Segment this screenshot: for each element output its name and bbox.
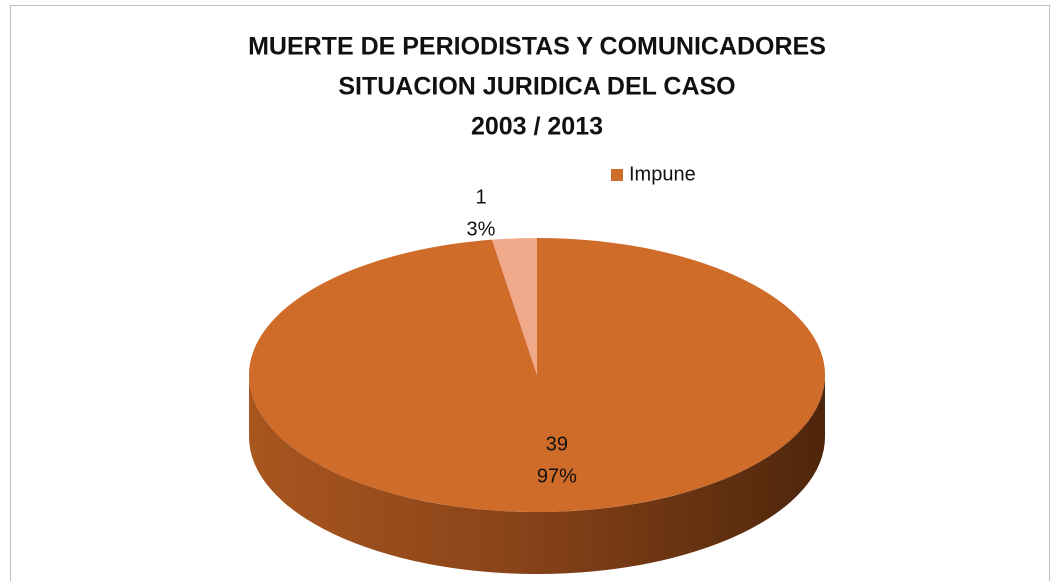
data-label: 1 <box>475 186 486 208</box>
pie-side <box>249 375 825 574</box>
legend-swatch <box>611 169 623 181</box>
legend-label: Impune <box>629 163 696 185</box>
pie-slice <box>248 238 825 512</box>
data-label-percent: 3% <box>467 218 496 240</box>
chart-title: SITUACION JURIDICA DEL CASO <box>338 73 735 101</box>
data-label: 39 <box>546 433 568 455</box>
chart-title: 2003 / 2013 <box>471 113 603 141</box>
pie-slice <box>491 238 537 375</box>
chart-title: MUERTE DE PERIODISTAS Y COMUNICADORES <box>248 33 826 61</box>
data-label-percent: 97% <box>537 465 577 487</box>
